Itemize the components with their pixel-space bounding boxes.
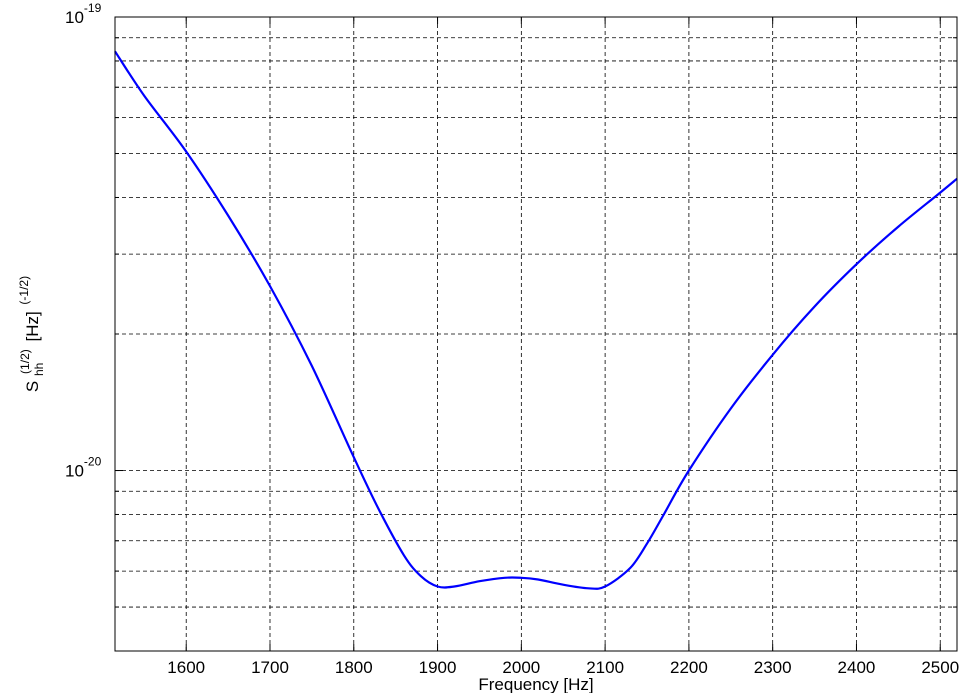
- y-tick-exponent: -19: [84, 1, 102, 15]
- y-axis-label-unit: [Hz]: [23, 311, 42, 341]
- y-tick-label: 10-20: [65, 455, 102, 481]
- y-tick-base: 10: [65, 8, 84, 27]
- y-tick-base: 10: [65, 462, 84, 481]
- x-tick-label: 2100: [586, 658, 624, 677]
- y-axis-label: S hh (1/2) [Hz] (-1/2): [14, 276, 47, 392]
- x-tick-label: 2200: [670, 658, 708, 677]
- x-axis-label: Frequency [Hz]: [478, 675, 593, 693]
- x-tick-label: 1900: [419, 658, 457, 677]
- y-axis-label-sub: hh: [32, 363, 46, 376]
- tick-marks: [115, 16, 957, 652]
- x-tick-label: 2400: [838, 658, 876, 677]
- x-tick-label: 2500: [921, 658, 959, 677]
- series-layer: [114, 50, 958, 590]
- x-tick-label: 1600: [167, 658, 205, 677]
- y-axis-label-sup: (1/2): [18, 349, 32, 374]
- y-tick-exponent: -20: [84, 455, 102, 469]
- x-tick-labels: 1600 1700 1800 1900 2000 2100 2200 2300 2400 2500: [167, 658, 959, 677]
- x-tick-label: 2300: [754, 658, 792, 677]
- y-tick-label: 10-19: [65, 1, 102, 27]
- y-axis-label-base: S: [23, 381, 42, 392]
- series-line: [114, 50, 958, 590]
- x-tick-label: 2000: [502, 658, 540, 677]
- y-axis-label-unit-sup: (-1/2): [17, 276, 31, 305]
- grid-lines: [115, 16, 957, 652]
- x-tick-label: 1700: [251, 658, 289, 677]
- x-tick-label: 1800: [335, 658, 373, 677]
